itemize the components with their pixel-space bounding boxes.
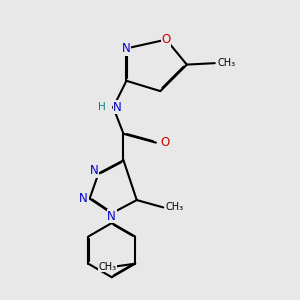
Text: N: N	[90, 164, 98, 177]
Text: O: O	[162, 33, 171, 46]
Text: N: N	[107, 210, 116, 223]
Text: O: O	[160, 136, 169, 149]
Text: N: N	[80, 192, 88, 205]
Text: CH₃: CH₃	[98, 262, 116, 272]
Text: CH₃: CH₃	[218, 58, 236, 68]
Text: N: N	[113, 101, 122, 114]
Text: CH₃: CH₃	[166, 202, 184, 212]
Text: H: H	[98, 102, 105, 112]
Text: N: N	[122, 42, 131, 55]
